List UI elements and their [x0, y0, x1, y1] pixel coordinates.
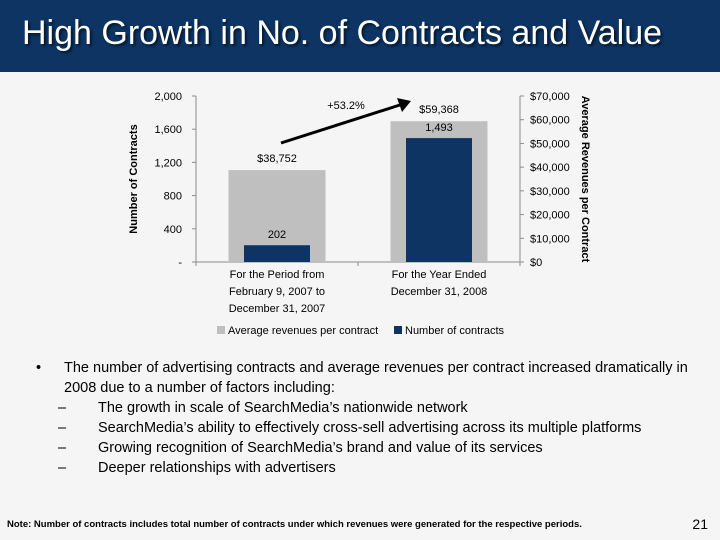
x-category-label: February 9, 2007 to [229, 286, 325, 298]
legend-swatch-avg-revenue [217, 326, 225, 334]
y-axis-title-right: Average Revenues per Contract [579, 96, 591, 263]
y-tick-label-right: $10,000 [530, 233, 570, 245]
y-tick-label-left: 1,600 [154, 124, 182, 136]
x-category-label: December 31, 2007 [229, 303, 326, 315]
bullet-sub-2: SearchMedia’s ability to effectively cro… [36, 418, 696, 438]
bullet-main: The number of advertising contracts and … [36, 358, 696, 398]
bullet-sub-1: The growth in scale of SearchMedia’s nat… [36, 398, 696, 418]
page-number: 21 [692, 516, 708, 532]
data-label-contracts: 1,493 [425, 122, 453, 134]
y-tick-label-right: $60,000 [530, 115, 570, 127]
legend-swatch-contracts [394, 326, 402, 334]
y-tick-label-right: $40,000 [530, 162, 570, 174]
bullet-sub-3: Growing recognition of SearchMedia’s bra… [36, 438, 696, 458]
y-tick-label-left: - [178, 257, 182, 269]
footnote: Note: Number of contracts includes total… [7, 519, 582, 530]
y-tick-label-right: $20,000 [530, 210, 570, 222]
growth-annotation: +53.2% [327, 100, 365, 112]
combo-bar-chart: - 400 800 1,200 1,600 2,000 $0 $10,000 $20,000 $3… [128, 91, 591, 337]
bar-contracts [406, 138, 472, 262]
data-label-avg-revenue: $38,752 [257, 153, 297, 165]
x-category-label: For the Year Ended [392, 269, 487, 281]
x-category-label: For the Period from [230, 269, 325, 281]
y-tick-label-left: 2,000 [154, 91, 182, 103]
slide-title: High Growth in No. of Contracts and Valu… [22, 14, 663, 52]
growth-arrow-line [280, 102, 404, 145]
y-axis-title-left: Number of Contracts [128, 124, 140, 233]
y-tick-label-right: $50,000 [530, 138, 570, 150]
title-bar: High Growth in No. of Contracts and Valu… [0, 0, 720, 72]
bullet-sub-4: Deeper relationships with advertisers [36, 458, 696, 478]
y-tick-label-left: 400 [164, 224, 182, 236]
y-tick-label-left: 1,200 [154, 157, 182, 169]
legend-label-contracts: Number of contracts [405, 325, 505, 337]
y-tick-label-right: $30,000 [530, 186, 570, 198]
legend-label-avg-revenue: Average revenues per contract [228, 325, 378, 337]
y-tick-label-right: $0 [530, 257, 542, 269]
data-label-avg-revenue: $59,368 [419, 104, 459, 116]
growth-arrow-head [397, 98, 411, 112]
bar-contracts [244, 245, 310, 262]
y-tick-label-right: $70,000 [530, 91, 570, 103]
y-tick-label-left: 800 [164, 191, 182, 203]
x-category-label: December 31, 2008 [391, 286, 488, 298]
bullet-list: The number of advertising contracts and … [36, 358, 696, 478]
data-label-contracts: 202 [268, 229, 286, 241]
